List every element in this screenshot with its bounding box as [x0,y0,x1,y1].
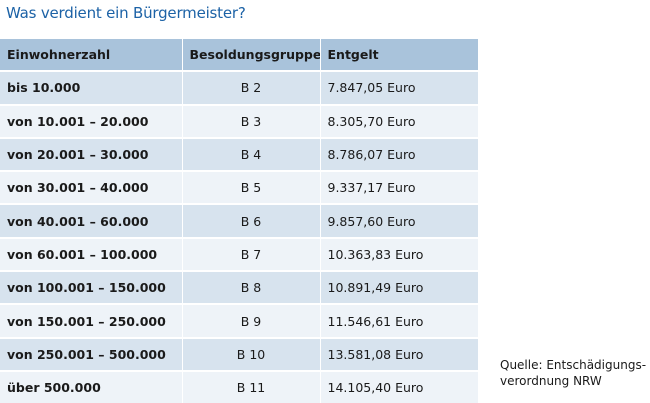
header-salary: Entgelt [320,39,478,72]
source-line-1: Quelle: Entschädigungs- [500,358,647,372]
cell-salary-group: B 8 [182,271,321,305]
table-row: von 150.001 – 250.000 B 9 11.546,61 Euro [0,304,478,338]
cell-salary: 7.847,05 Euro [320,71,478,105]
cell-salary-group: B 10 [182,337,321,371]
cell-population: von 150.001 – 250.000 [0,304,183,338]
header-population: Einwohnerzahl [0,39,183,72]
table-row: von 250.001 – 500.000 B 10 13.581,08 Eur… [0,337,478,371]
cell-population: bis 10.000 [0,71,183,105]
cell-population: von 250.001 – 500.000 [0,337,183,371]
cell-salary: 8.305,70 Euro [320,104,478,138]
cell-population: über 500.000 [0,370,183,403]
source-note: Quelle: Entschädigungs- verordnung NRW [500,357,646,389]
cell-population: von 10.001 – 20.000 [0,104,183,138]
cell-population: von 60.001 – 100.000 [0,237,183,272]
table-row: bis 10.000 B 2 7.847,05 Euro [0,71,478,105]
cell-salary: 10.891,49 Euro [320,271,478,305]
cell-salary-group: B 6 [182,204,321,238]
table-header-row: Einwohnerzahl Besoldungsgruppe Entgelt [0,39,478,72]
cell-salary: 14.105,40 Euro [320,370,478,403]
cell-salary-group: B 2 [182,71,321,105]
table-row: von 30.001 – 40.000 B 5 9.337,17 Euro [0,171,478,205]
salary-table: Einwohnerzahl Besoldungsgruppe Entgelt b… [0,39,478,403]
cell-salary: 11.546,61 Euro [320,304,478,338]
cell-salary-group: B 9 [182,304,321,338]
source-line-2: verordnung NRW [500,374,602,388]
cell-salary: 9.857,60 Euro [320,204,478,238]
cell-population: von 20.001 – 30.000 [0,137,183,172]
cell-salary: 10.363,83 Euro [320,237,478,272]
cell-salary-group: B 5 [182,171,321,205]
table-row: über 500.000 B 11 14.105,40 Euro [0,370,478,403]
cell-salary-group: B 4 [182,137,321,172]
cell-salary-group: B 11 [182,370,321,403]
table-row: von 60.001 – 100.000 B 7 10.363,83 Euro [0,237,478,272]
table-row: von 10.001 – 20.000 B 3 8.305,70 Euro [0,104,478,138]
table-header: Einwohnerzahl Besoldungsgruppe Entgelt [0,39,478,72]
cell-population: von 40.001 – 60.000 [0,204,183,238]
page-title: Was verdient ein Bürgermeister? [6,4,246,22]
header-salary-group: Besoldungsgruppe [182,39,321,72]
table-body: bis 10.000 B 2 7.847,05 Euro von 10.001 … [0,71,478,403]
table-row: von 40.001 – 60.000 B 6 9.857,60 Euro [0,204,478,238]
cell-salary: 13.581,08 Euro [320,337,478,371]
salary-table-container: Einwohnerzahl Besoldungsgruppe Entgelt b… [0,39,478,403]
cell-population: von 30.001 – 40.000 [0,171,183,205]
cell-salary-group: B 3 [182,104,321,138]
table-row: von 100.001 – 150.000 B 8 10.891,49 Euro [0,271,478,305]
cell-salary: 8.786,07 Euro [320,137,478,172]
cell-population: von 100.001 – 150.000 [0,271,183,305]
table-row: von 20.001 – 30.000 B 4 8.786,07 Euro [0,137,478,172]
cell-salary-group: B 7 [182,237,321,272]
cell-salary: 9.337,17 Euro [320,171,478,205]
